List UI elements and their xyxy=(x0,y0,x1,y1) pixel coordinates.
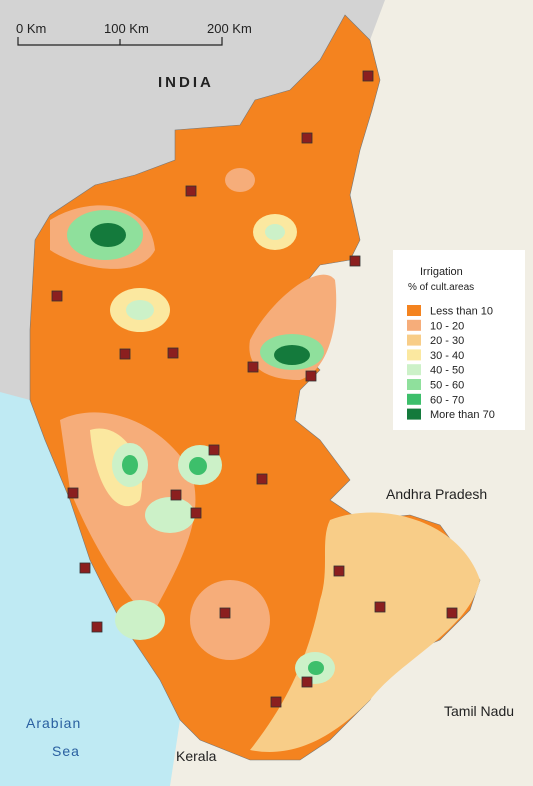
legend-swatch xyxy=(407,305,421,316)
marker xyxy=(51,290,63,302)
sea-label: Sea xyxy=(52,743,80,759)
india-region xyxy=(0,0,385,400)
marker xyxy=(256,473,268,485)
scale-label: 100 Km xyxy=(104,21,149,36)
state-label: Andhra Pradesh xyxy=(386,486,487,502)
marker xyxy=(301,132,313,144)
marker xyxy=(219,607,231,619)
legend-swatch xyxy=(407,349,421,361)
scale-label: 0 Km xyxy=(16,21,46,36)
legend-label: 30 - 40 xyxy=(430,350,464,362)
legend-label: Less than 10 xyxy=(430,306,493,318)
marker xyxy=(305,370,317,382)
marker xyxy=(79,562,91,574)
zone xyxy=(126,300,154,320)
legend-swatch xyxy=(407,319,421,331)
zone xyxy=(265,224,285,240)
legend-title: Irrigation xyxy=(420,266,463,278)
sea xyxy=(0,392,180,786)
sea-label: Arabian xyxy=(26,715,81,731)
legend-label: 40 - 50 xyxy=(430,365,464,377)
irrigation-zones xyxy=(50,168,480,752)
scale-label: 200 Km xyxy=(207,21,252,36)
legend-swatch xyxy=(407,408,421,420)
legend-label: 10 - 20 xyxy=(430,320,464,332)
legend-label: More than 70 xyxy=(430,409,495,421)
legend-subtitle: % of cult.areas xyxy=(408,282,474,293)
marker xyxy=(170,489,182,501)
country-label: INDIA xyxy=(158,74,214,91)
marker xyxy=(374,601,386,613)
district-markers xyxy=(51,70,458,708)
legend-swatch xyxy=(407,334,421,346)
zone xyxy=(145,497,195,533)
zone xyxy=(250,512,480,752)
marker xyxy=(247,361,259,373)
zone xyxy=(122,455,138,475)
marker xyxy=(333,565,345,577)
zone xyxy=(274,345,310,365)
legend: Irrigation % of cult.areas Less than 10 1… xyxy=(393,250,525,430)
zone xyxy=(190,580,270,660)
marker xyxy=(91,621,103,633)
legend-label: 50 - 60 xyxy=(430,380,464,392)
marker xyxy=(208,444,220,456)
legend-swatch xyxy=(407,393,421,405)
zone xyxy=(225,168,255,192)
scale-bar: 0 Km 100 Km 200 Km xyxy=(16,21,252,46)
marker xyxy=(119,348,131,360)
marker xyxy=(270,696,282,708)
legend-swatch xyxy=(407,379,421,390)
marker xyxy=(446,607,458,619)
marker xyxy=(190,507,202,519)
marker xyxy=(67,487,79,499)
legend-label: 20 - 30 xyxy=(430,335,464,347)
legend-swatch xyxy=(407,364,421,376)
zone xyxy=(60,412,196,620)
zone xyxy=(90,223,126,247)
zone xyxy=(308,661,324,675)
state-label: Tamil Nadu xyxy=(444,703,514,719)
state-label: Kerala xyxy=(176,748,217,764)
marker xyxy=(301,676,313,688)
marker xyxy=(349,255,361,267)
zone xyxy=(115,600,165,640)
legend-label: 60 - 70 xyxy=(430,394,464,406)
marker xyxy=(362,70,374,82)
marker xyxy=(185,185,197,197)
zone xyxy=(189,457,207,475)
marker xyxy=(167,347,179,359)
